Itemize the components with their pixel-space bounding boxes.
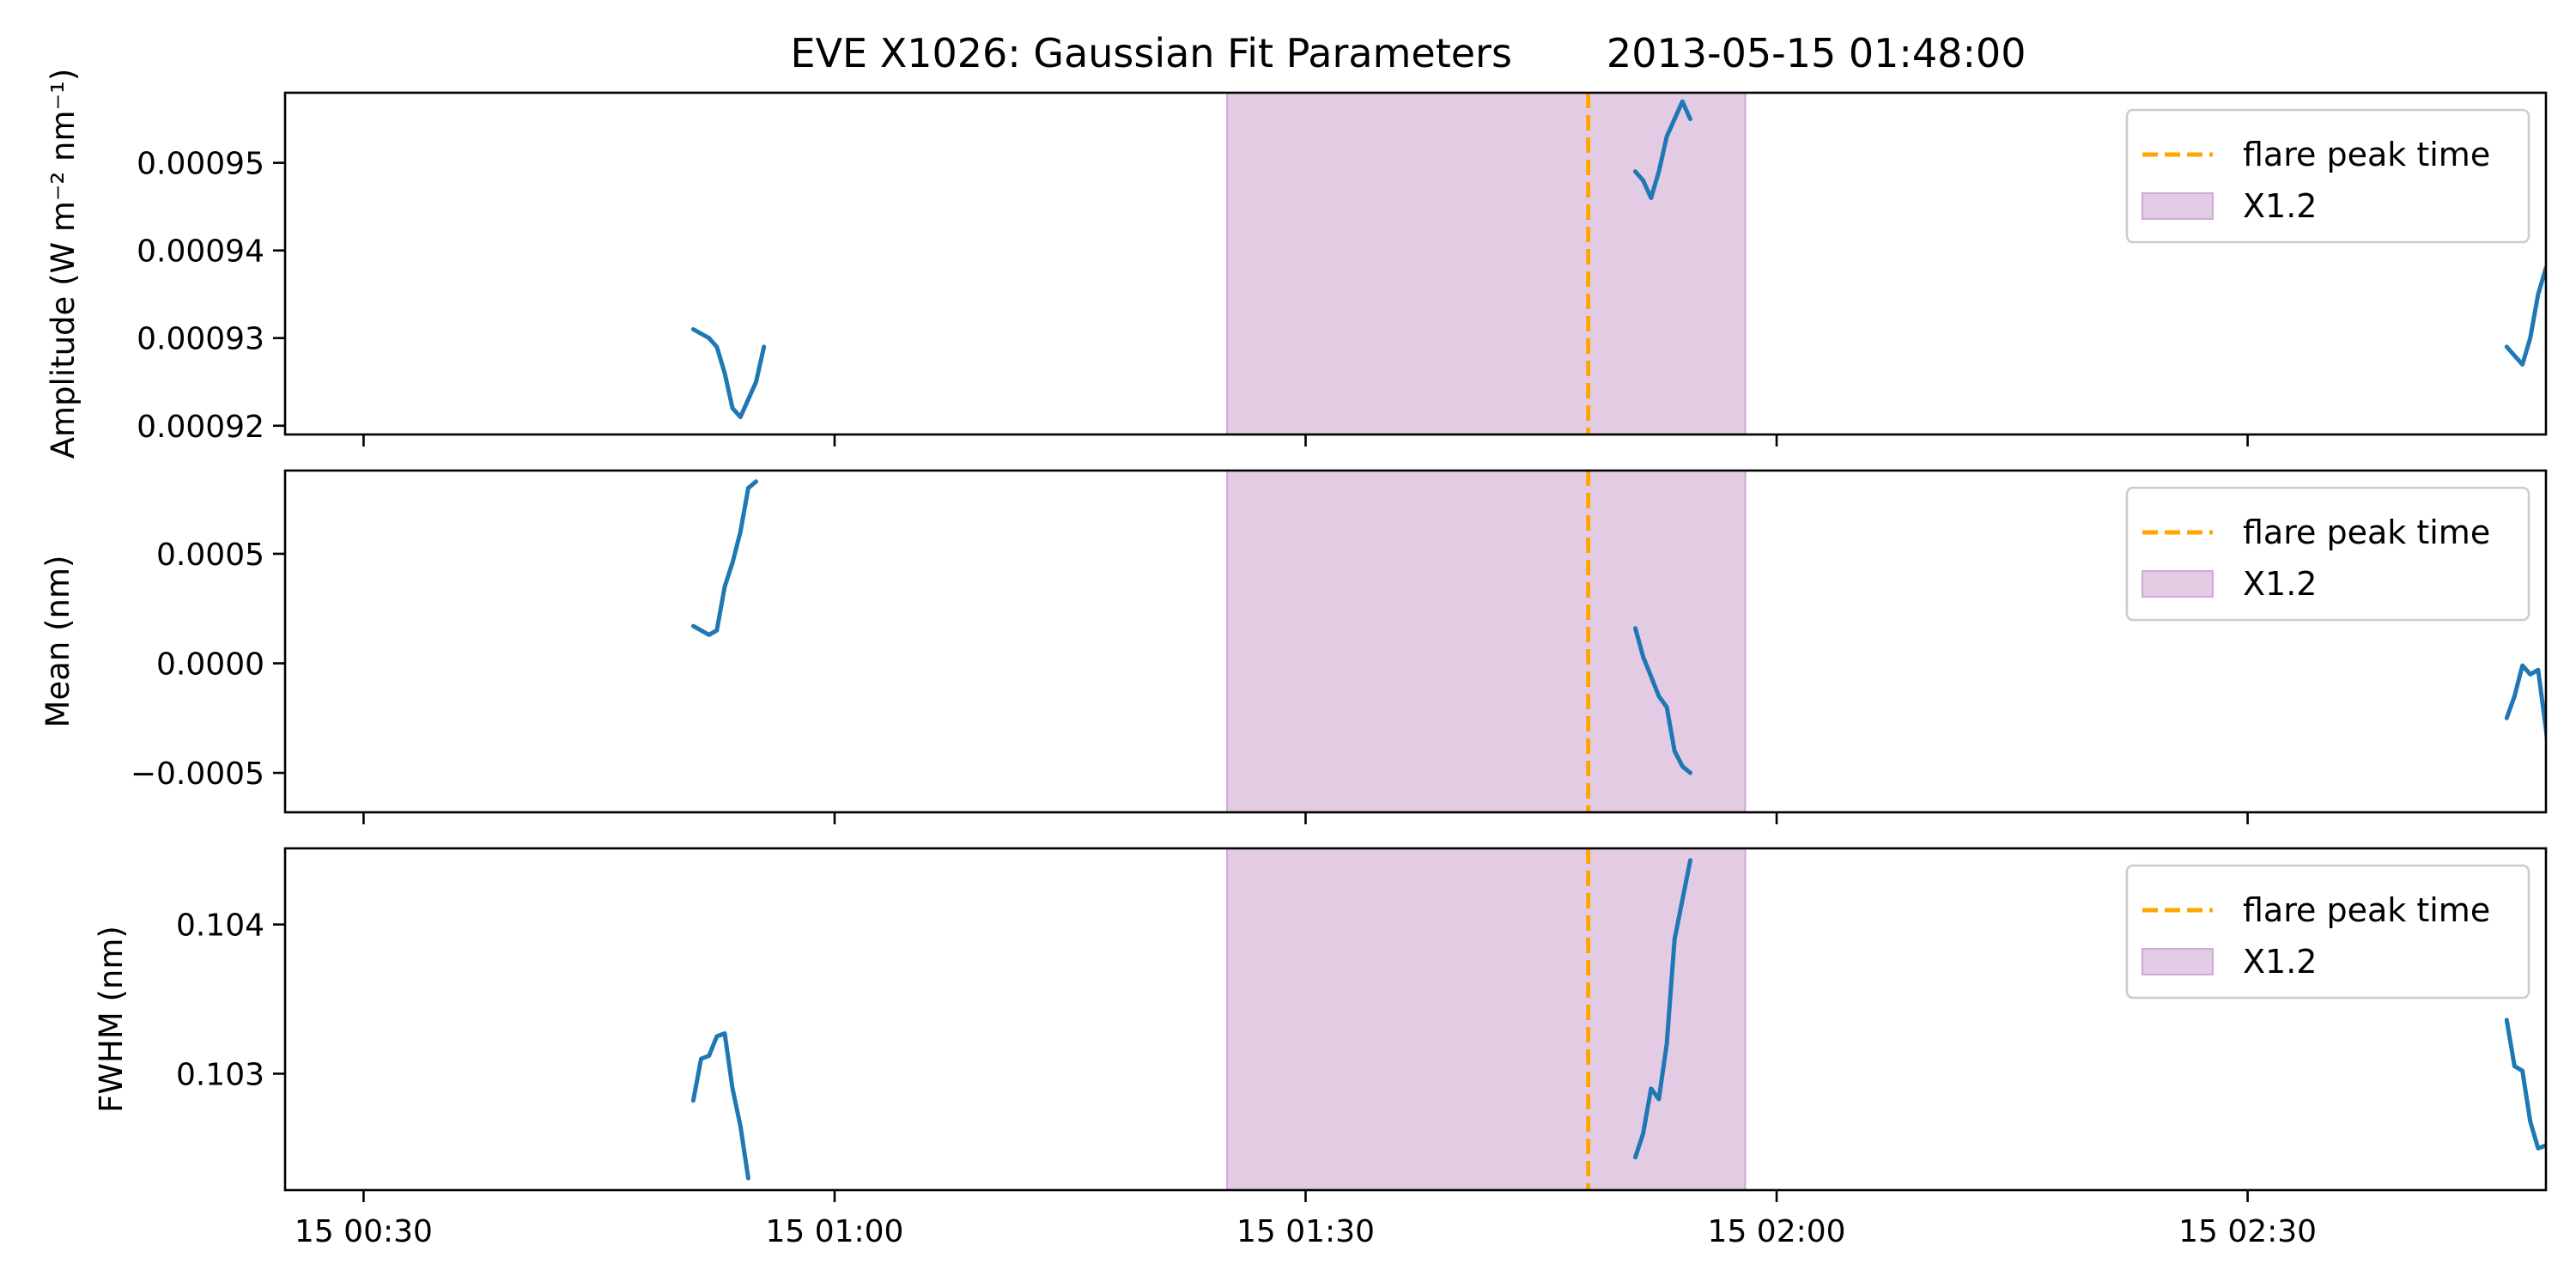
y-axis-label: Mean (nm) — [39, 556, 76, 728]
flare-region — [1226, 471, 1747, 812]
chart-title: EVE X1026: Gaussian Fit Parameters 2013-0… — [791, 30, 2026, 76]
y-tick-label: −0.0005 — [131, 756, 264, 792]
axes-frame — [283, 847, 2548, 1192]
panel-amplitude: 0.00092 0.00093 0.00094 0.00095 Amplitude (W… — [45, 69, 2548, 459]
legend-label-region: X1.2 — [2243, 565, 2317, 603]
panel-fwhm: 0.103 0.104 15 00:30 15 01:00 15 01:30 15 02:… — [93, 847, 2548, 1249]
panels: 0.00092 0.00093 0.00094 0.00095 Amplitude (W… — [39, 69, 2548, 1249]
legend-label-region: X1.2 — [2243, 943, 2317, 981]
data-segment-3 — [2504, 1018, 2546, 1151]
data-segment-1 — [690, 479, 758, 637]
chart-title-timestamp: 2013-05-15 01:48:00 — [1607, 30, 2026, 76]
data-segment-2 — [1633, 626, 1692, 775]
legend-label-flare-peak: flare peak time — [2243, 513, 2490, 551]
legend-patch-swatch — [2142, 948, 2214, 975]
legend-label-region: X1.2 — [2243, 187, 2317, 225]
x-tick-label: 15 02:00 — [1708, 1214, 1846, 1249]
data-segment-1 — [690, 1031, 750, 1181]
x-tick-label: 15 00:30 — [295, 1214, 433, 1249]
y-tick-label: 0.0000 — [156, 647, 264, 683]
y-tick-label: 0.104 — [176, 908, 264, 944]
legend-box — [2125, 486, 2530, 622]
axes-frame — [283, 469, 2548, 814]
y-tick-label: 0.00094 — [137, 234, 264, 270]
x-tick-label: 15 01:00 — [765, 1214, 903, 1249]
y-axis-label: FWHM (nm) — [93, 926, 130, 1113]
flare-region — [1226, 848, 1747, 1190]
plot-area — [690, 848, 2546, 1190]
data-segment-2 — [1633, 99, 1692, 200]
y-tick-label: 0.00095 — [137, 147, 264, 182]
flare-region — [1226, 93, 1747, 434]
y-tick-label: 0.00093 — [137, 322, 264, 357]
data-segment-3 — [2504, 663, 2546, 749]
data-segment-3 — [2504, 265, 2546, 367]
panel-mean: −0.0005 0.0000 0.0005 Mean (nm) flare peak t… — [39, 469, 2548, 824]
y-tick-label: 0.0005 — [156, 538, 264, 573]
axes-frame — [283, 91, 2548, 436]
legend-patch-swatch — [2142, 570, 2214, 598]
plot-area — [690, 471, 2546, 812]
legend: flare peak time X1.2 — [2125, 864, 2530, 999]
plot-area — [690, 93, 2546, 434]
legend-label-flare-peak: flare peak time — [2243, 891, 2490, 929]
legend-patch-swatch — [2142, 192, 2214, 220]
x-tick-label: 15 02:30 — [2178, 1214, 2317, 1249]
legend: flare peak time X1.2 — [2125, 108, 2530, 244]
legend-box — [2125, 864, 2530, 999]
chart-title-main: EVE X1026: Gaussian Fit Parameters — [791, 30, 1512, 76]
data-segment-2 — [1633, 858, 1692, 1160]
x-tick-label: 15 01:30 — [1236, 1214, 1375, 1249]
legend: flare peak time X1.2 — [2125, 486, 2530, 622]
y-axis-label: Amplitude (W m⁻² nm⁻¹) — [45, 69, 82, 459]
legend-label-flare-peak: flare peak time — [2243, 136, 2490, 173]
y-tick-label: 0.103 — [176, 1057, 264, 1092]
legend-box — [2125, 108, 2530, 244]
data-segment-1 — [690, 327, 767, 420]
y-tick-label: 0.00092 — [137, 410, 264, 445]
